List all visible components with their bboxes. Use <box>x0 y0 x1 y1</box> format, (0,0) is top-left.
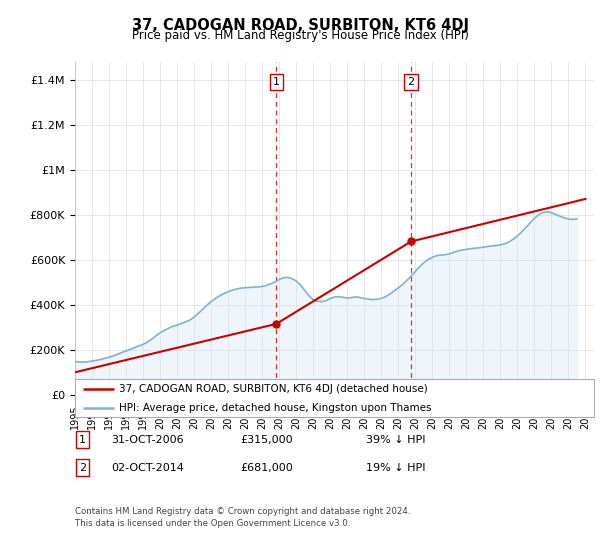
Text: £315,000: £315,000 <box>240 435 293 445</box>
Text: 37, CADOGAN ROAD, SURBITON, KT6 4DJ: 37, CADOGAN ROAD, SURBITON, KT6 4DJ <box>131 18 469 33</box>
Text: 2: 2 <box>79 463 86 473</box>
Text: 37, CADOGAN ROAD, SURBITON, KT6 4DJ (detached house): 37, CADOGAN ROAD, SURBITON, KT6 4DJ (det… <box>119 384 428 394</box>
Text: 02-OCT-2014: 02-OCT-2014 <box>111 463 184 473</box>
Point <box>406 237 416 246</box>
Point <box>272 319 281 328</box>
Text: 39% ↓ HPI: 39% ↓ HPI <box>366 435 425 445</box>
FancyBboxPatch shape <box>75 379 594 417</box>
Text: HPI: Average price, detached house, Kingston upon Thames: HPI: Average price, detached house, King… <box>119 403 431 413</box>
Text: 2: 2 <box>407 77 415 87</box>
Text: Contains HM Land Registry data © Crown copyright and database right 2024.
This d: Contains HM Land Registry data © Crown c… <box>75 507 410 528</box>
Text: £681,000: £681,000 <box>240 463 293 473</box>
Text: 1: 1 <box>79 435 86 445</box>
Text: 31-OCT-2006: 31-OCT-2006 <box>111 435 184 445</box>
Text: Price paid vs. HM Land Registry's House Price Index (HPI): Price paid vs. HM Land Registry's House … <box>131 29 469 42</box>
Text: 19% ↓ HPI: 19% ↓ HPI <box>366 463 425 473</box>
Text: 1: 1 <box>273 77 280 87</box>
